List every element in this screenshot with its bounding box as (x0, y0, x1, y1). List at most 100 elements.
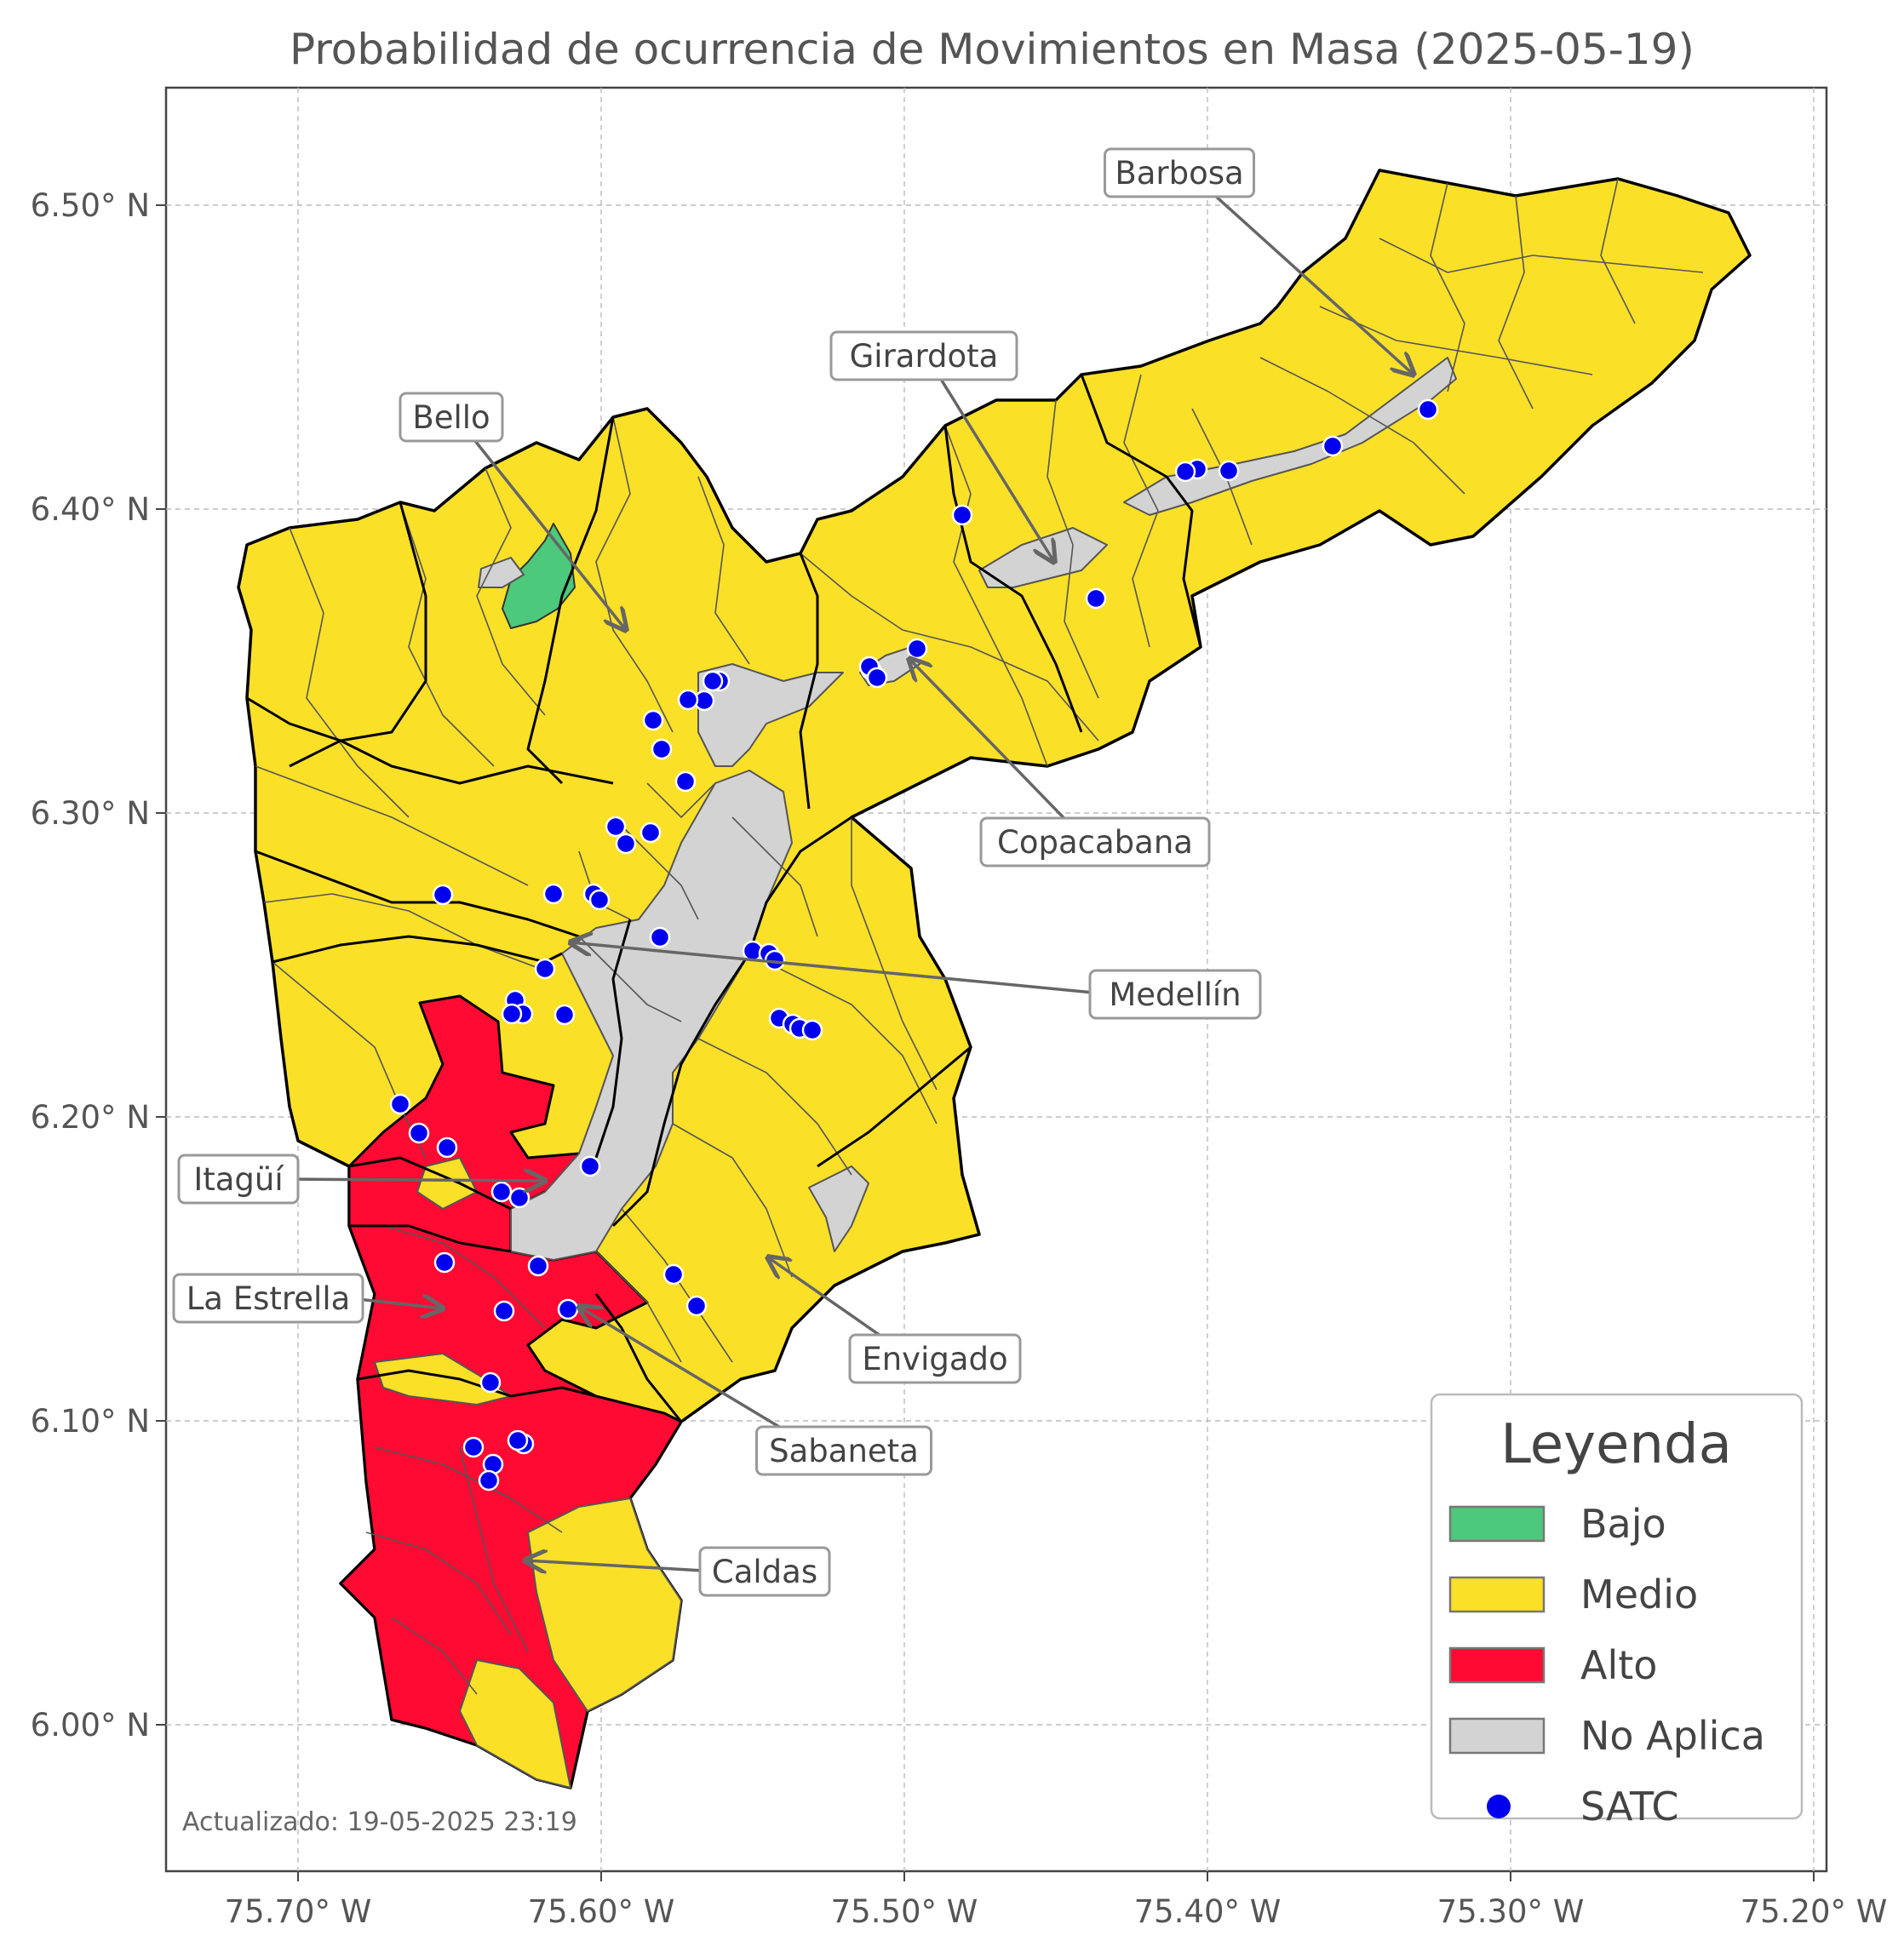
callout-box (848, 1333, 1022, 1384)
x-tick-label: 75.20° W (1741, 1893, 1888, 1930)
x-tick-label: 75.30° W (1437, 1893, 1585, 1930)
callout-label: Barbosa (1115, 155, 1243, 192)
callout-box (755, 1425, 932, 1476)
legend-swatch-alto (1448, 1646, 1546, 1684)
map-title: Probabilidad de ocurrencia de Movimiento… (290, 25, 1695, 74)
satc-station (579, 1155, 601, 1177)
satc-station (557, 1298, 579, 1320)
satc-station (436, 1137, 458, 1159)
legend-label-bajo: Bajo (1580, 1501, 1666, 1547)
callout-box (1088, 969, 1262, 1020)
callout-label: Girardota (850, 338, 999, 375)
satc-station (702, 670, 724, 692)
satc-station (674, 770, 697, 793)
satc-station (507, 1429, 529, 1451)
callout-label: Copacabana (997, 824, 1193, 861)
y-tick-label: 6.00° N (31, 1707, 150, 1743)
callout-arrow-itagüí (297, 1179, 545, 1181)
callout-label: Medellín (1109, 976, 1241, 1013)
satc-station (527, 1255, 549, 1277)
satc-station (478, 1469, 500, 1492)
legend-box (1430, 1393, 1804, 1820)
region-bajo (502, 523, 576, 629)
callout-label: Itagüí (193, 1161, 284, 1198)
satc-station (685, 1295, 708, 1317)
callout-box (979, 816, 1211, 867)
region-no-aplica-envigado-east (808, 1165, 869, 1252)
satc-station (651, 738, 673, 760)
satc-station (553, 1004, 576, 1026)
satc-station (408, 1122, 430, 1144)
satc-station (508, 1187, 530, 1209)
callout-label: Envigado (862, 1341, 1007, 1377)
satc-station (1174, 461, 1196, 483)
region-no-aplica-bello-west (478, 557, 525, 588)
callout-box (698, 1546, 831, 1597)
y-tick-label: 6.30° N (31, 795, 150, 832)
legend-swatch-bajo (1448, 1505, 1546, 1543)
y-tick-label: 6.10° N (31, 1403, 150, 1440)
satc-station (542, 883, 565, 905)
callout-label: Caldas (712, 1554, 817, 1590)
legend-label-alto: Alto (1580, 1642, 1657, 1688)
satc-station (642, 709, 664, 731)
satc-station (1322, 435, 1344, 457)
satc-station (639, 822, 662, 844)
callout-arrow-caldas (525, 1560, 701, 1571)
y-tick-label: 6.20° N (31, 1099, 150, 1136)
callout-label: La Estrella (186, 1280, 351, 1317)
x-axis-ticks: 75.70° W 75.60° W 75.50° W 75.40° W 75.30° W… (225, 1871, 1888, 1930)
municipal-borders (246, 374, 1202, 1423)
legend-label-no_aplica: No Aplica (1580, 1713, 1765, 1759)
satc-station (801, 1019, 823, 1041)
region-medio-caldas-south (459, 1659, 571, 1789)
x-tick-label: 75.70° W (225, 1893, 372, 1930)
x-tick-label: 75.60° W (528, 1893, 675, 1930)
satc-station (479, 1371, 502, 1394)
callout-box (829, 330, 1018, 381)
satc-station (677, 689, 699, 711)
satc-station (432, 884, 454, 906)
callout-box (399, 392, 504, 443)
callout-box (172, 1273, 364, 1324)
legend-label-medio: Medio (1580, 1572, 1698, 1618)
satc-station (1085, 587, 1107, 610)
y-tick-label: 6.40° N (31, 491, 150, 528)
region-no-aplica-bello (697, 663, 844, 767)
callout-arrow-bello (469, 434, 626, 630)
satc-station (501, 1003, 523, 1025)
region-medio-caldas-east (527, 1497, 682, 1712)
legend-label-satc: SATC (1580, 1784, 1678, 1829)
callout-label: Sabaneta (769, 1433, 919, 1469)
legend-swatch-no_aplica (1448, 1717, 1546, 1755)
x-tick-label: 75.40° W (1134, 1893, 1282, 1930)
satc-stations (389, 398, 1439, 1492)
satc-station (534, 958, 556, 980)
callout-arrow-copacabana (909, 659, 1072, 827)
satc-station (662, 1263, 685, 1285)
callout-arrow-la-estrella (362, 1300, 443, 1308)
satc-station (389, 1093, 411, 1115)
callout-box (177, 1154, 300, 1205)
callout-arrow-barbosa (1206, 186, 1414, 375)
legend-swatch-satc (1487, 1795, 1511, 1818)
satc-station (1218, 460, 1240, 482)
y-tick-label: 6.50° N (31, 187, 150, 224)
satc-station (649, 926, 671, 948)
callout-box (1104, 147, 1255, 198)
satc-station (490, 1181, 513, 1203)
callouts: Barbosa Girardota Bello Copacabana Medellín I… (172, 147, 1414, 1597)
satc-station (906, 638, 928, 660)
callout-arrow-medellín (571, 942, 1091, 994)
callout-arrow-sabaneta (579, 1307, 801, 1441)
region-medio-sabaneta-strip (374, 1353, 512, 1406)
x-tick-label: 75.50° W (831, 1893, 978, 1930)
satc-station (462, 1436, 485, 1458)
callout-arrow-envigado (768, 1257, 897, 1348)
satc-station (605, 816, 627, 838)
region-no-aplica-barbosa (1123, 357, 1457, 516)
legend-swatch-medio (1448, 1576, 1546, 1613)
satc-station (588, 889, 611, 911)
satc-station (951, 504, 973, 526)
satc-station (493, 1300, 515, 1322)
